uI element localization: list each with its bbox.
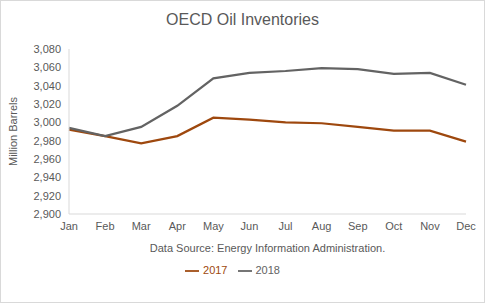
svg-text:Apr: Apr xyxy=(169,220,186,232)
svg-text:Jan: Jan xyxy=(60,220,78,232)
svg-text:3,080: 3,080 xyxy=(33,43,61,55)
svg-text:2,960: 2,960 xyxy=(33,153,61,165)
svg-text:May: May xyxy=(203,220,224,232)
svg-text:3,020: 3,020 xyxy=(33,98,61,110)
svg-text:Dec: Dec xyxy=(456,220,476,232)
svg-text:Million Barrels: Million Barrels xyxy=(8,96,19,166)
svg-text:Jun: Jun xyxy=(241,220,259,232)
html-text:2018: 2018 xyxy=(255,264,280,276)
html-text:2017: 2017 xyxy=(203,264,228,276)
html-text:OECD Oil Inventories: OECD Oil Inventories xyxy=(166,11,319,28)
svg-text:2,940: 2,940 xyxy=(33,171,61,183)
svg-text:3,040: 3,040 xyxy=(33,80,61,92)
svg-text:Oct: Oct xyxy=(385,220,402,232)
svg-text:2,980: 2,980 xyxy=(33,135,61,147)
svg-text:Aug: Aug xyxy=(312,220,332,232)
svg-text:Nov: Nov xyxy=(420,220,440,232)
svg-text:2,900: 2,900 xyxy=(33,208,61,220)
svg-text:2,920: 2,920 xyxy=(33,190,61,202)
svg-text:3,000: 3,000 xyxy=(33,116,61,128)
svg-text:Feb: Feb xyxy=(96,220,115,232)
svg-text:Sep: Sep xyxy=(348,220,368,232)
svg-text:Jul: Jul xyxy=(279,220,293,232)
svg-text:Data Source: Energy Informatio: Data Source: Energy Information Administ… xyxy=(150,242,385,254)
svg-text:3,060: 3,060 xyxy=(33,61,61,73)
svg-text:Mar: Mar xyxy=(132,220,151,232)
